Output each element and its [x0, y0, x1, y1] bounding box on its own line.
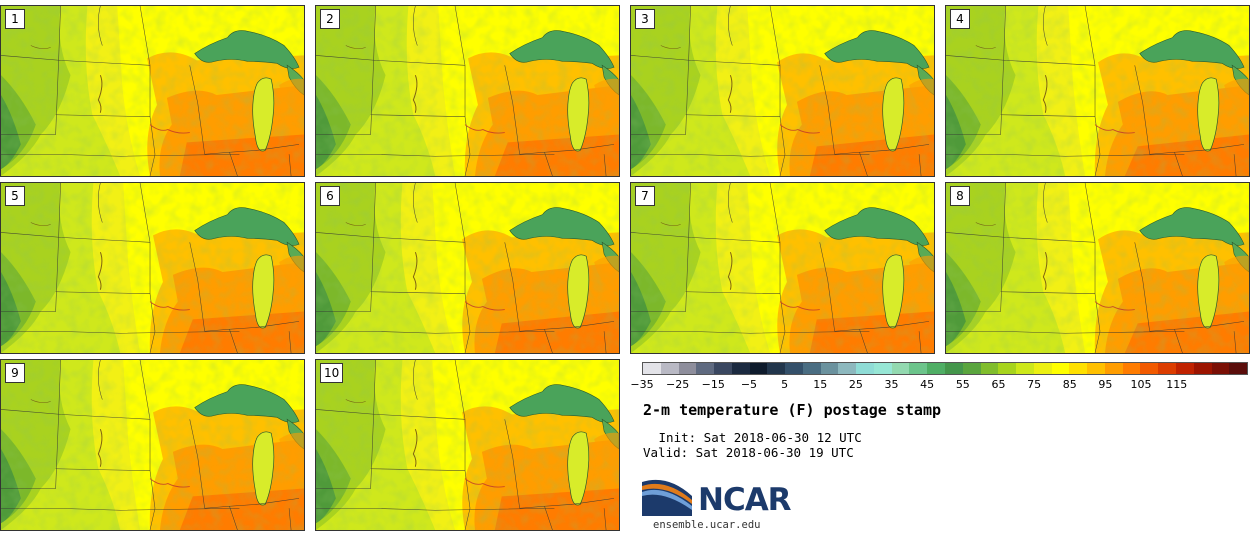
colorbar-segment: [785, 363, 803, 374]
colorbar-tick-label: 95: [1098, 378, 1113, 391]
colorbar-tick-label: 65: [991, 378, 1006, 391]
colorbar-tick-labels: −35 −25 −15 −5 5 15 25 35 45 55 65 75 85 95 105 115: [630, 378, 1248, 392]
colorbar-segment: [660, 363, 679, 374]
postage-stamp-3: 3: [630, 5, 935, 177]
temperature-map: [1, 183, 304, 353]
temperature-map: [316, 360, 619, 530]
temperature-map: [316, 6, 619, 176]
postage-stamp-7: 7: [630, 182, 935, 354]
colorbar-tick-label: 35: [884, 378, 899, 391]
ncar-swoosh-icon: [642, 479, 692, 516]
temperature-map: [631, 183, 934, 353]
postage-stamp-2: 2: [315, 5, 620, 177]
ncar-logo-text: NCAR: [698, 482, 792, 518]
colorbar-segment: [749, 363, 768, 374]
postage-stamp-6: 6: [315, 182, 620, 354]
colorbar-tick-label: −35: [630, 378, 654, 391]
colorbar-segment: [945, 363, 963, 374]
colorbar-segment: [820, 363, 839, 374]
member-number-label: 6: [320, 186, 340, 206]
postage-stamp-10: 10: [315, 359, 620, 531]
colorbar-segment: [980, 363, 999, 374]
colorbar-segment: [838, 363, 857, 374]
colorbar-segment: [1229, 363, 1248, 374]
colorbar-segment: [1033, 363, 1052, 374]
temperature-map: [631, 6, 934, 176]
member-number-label: 2: [320, 9, 340, 29]
temperature-map: [316, 183, 619, 353]
colorbar-segment: [1175, 363, 1194, 374]
colorbar-segment: [1158, 363, 1176, 374]
colorbar-segment: [678, 363, 697, 374]
member-number-label: 9: [5, 363, 25, 383]
colorbar-segment: [1140, 363, 1159, 374]
colorbar-tick-label: 75: [1027, 378, 1042, 391]
temperature-colorbar: −35 −25 −15 −5 5 15 25 35 45 55 65 75 85 95 105 115: [630, 360, 1252, 396]
colorbar-tick-label: −25: [666, 378, 690, 391]
colorbar-segment: [1087, 363, 1105, 374]
colorbar-segment: [962, 363, 981, 374]
colorbar-segment: [696, 363, 715, 374]
colorbar-segment: [1122, 363, 1141, 374]
colorbar-tick-label: −5: [740, 378, 758, 391]
colorbar-segment: [643, 363, 661, 374]
member-number-label: 10: [320, 363, 344, 383]
colorbar-segment: [927, 363, 946, 374]
colorbar-segment: [891, 363, 910, 374]
colorbar-segment: [909, 363, 928, 374]
ncar-logo: NCAR: [642, 476, 802, 520]
temperature-map: [1, 360, 304, 530]
colorbar-tick-label: −15: [701, 378, 725, 391]
colorbar-segment: [767, 363, 786, 374]
member-number-label: 4: [950, 9, 970, 29]
colorbar-segment: [856, 363, 874, 374]
plot-title: 2-m temperature (F) postage stamp: [643, 401, 942, 419]
postage-stamp-9: 9: [0, 359, 305, 531]
temperature-map: [1, 6, 304, 176]
colorbar-tick-label: 15: [813, 378, 828, 391]
colorbar-segment: [731, 363, 750, 374]
member-number-label: 5: [5, 186, 25, 206]
colorbar-tick-label: 45: [920, 378, 935, 391]
member-number-label: 8: [950, 186, 970, 206]
colorbar-tick-label: 5: [781, 378, 789, 391]
colorbar-segment: [802, 363, 821, 374]
colorbar-strip: [642, 362, 1248, 375]
colorbar-tick-label: 115: [1166, 378, 1188, 391]
temperature-map: [946, 183, 1249, 353]
temperature-map: [946, 6, 1249, 176]
postage-stamp-5: 5: [0, 182, 305, 354]
postage-stamp-1: 1: [0, 5, 305, 177]
member-number-label: 1: [5, 9, 25, 29]
colorbar-tick-label: 85: [1062, 378, 1077, 391]
postage-stamp-8: 8: [945, 182, 1250, 354]
colorbar-segment: [714, 363, 732, 374]
colorbar-segment: [1193, 363, 1212, 374]
colorbar-segment: [873, 363, 892, 374]
colorbar-segment: [1069, 363, 1088, 374]
member-number-label: 3: [635, 9, 655, 29]
member-number-label: 7: [635, 186, 655, 206]
colorbar-tick-label: 105: [1130, 378, 1152, 391]
init-time: Init: Sat 2018-06-30 12 UTC: [651, 430, 862, 445]
colorbar-tick-label: 55: [955, 378, 970, 391]
colorbar-segment: [1051, 363, 1070, 374]
colorbar-tick-label: 25: [848, 378, 863, 391]
valid-time: Valid: Sat 2018-06-30 19 UTC: [643, 445, 854, 460]
colorbar-segment: [1016, 363, 1034, 374]
logo-url: ensemble.ucar.edu: [653, 519, 761, 531]
colorbar-segment: [1211, 363, 1230, 374]
postage-stamp-4: 4: [945, 5, 1250, 177]
colorbar-segment: [998, 363, 1017, 374]
colorbar-segment: [1104, 363, 1123, 374]
